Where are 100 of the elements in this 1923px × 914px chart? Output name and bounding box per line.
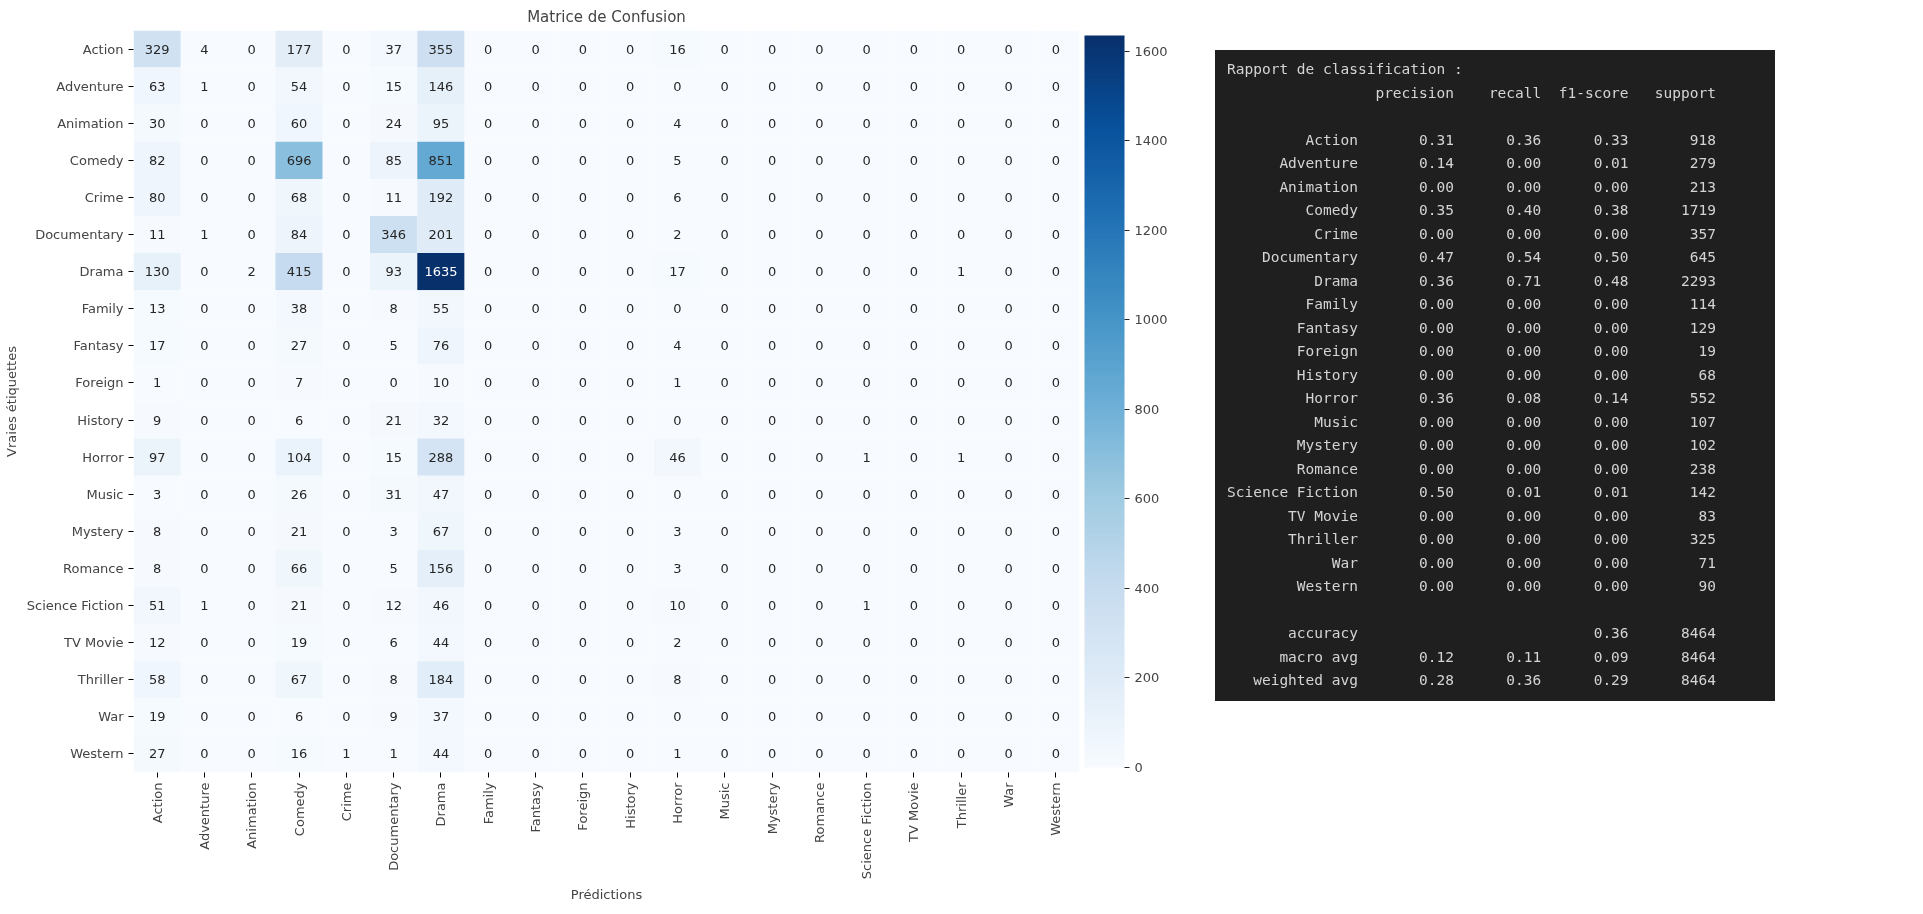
- data-label: 355: [428, 41, 454, 57]
- data-label: 66: [290, 560, 308, 576]
- data-label: 0: [909, 523, 919, 539]
- data-label: 0: [909, 709, 919, 725]
- data-label: 0: [767, 264, 777, 280]
- x-tick-label: Animation: [244, 782, 260, 849]
- data-label: 0: [815, 152, 824, 168]
- data-label: 0: [200, 672, 209, 688]
- data-label: 0: [200, 301, 209, 317]
- data-label: 0: [957, 189, 966, 205]
- data-label: 11: [385, 189, 402, 205]
- data-label: 2: [673, 635, 682, 651]
- data-label: 58: [148, 672, 166, 688]
- data-label: 0: [862, 301, 871, 317]
- data-label: 0: [1051, 41, 1060, 57]
- data-label: 0: [342, 635, 351, 651]
- data-label: 0: [862, 746, 871, 762]
- data-label: 0: [1051, 746, 1060, 762]
- data-label: 0: [578, 152, 587, 168]
- data-label: 0: [342, 301, 351, 317]
- data-label: 1: [200, 227, 209, 243]
- data-label: 0: [578, 338, 587, 354]
- x-tick-label: Drama: [433, 782, 449, 827]
- data-label: 76: [432, 338, 450, 354]
- data-label: 0: [957, 560, 966, 576]
- data-label: 44: [432, 746, 450, 762]
- data-label: 0: [909, 227, 919, 243]
- y-tick-label: Adventure: [56, 78, 124, 94]
- data-label: 8: [389, 301, 398, 317]
- color-bar-label: 1200: [1134, 222, 1168, 238]
- data-label: 51: [148, 598, 166, 614]
- data-label: 0: [815, 412, 824, 428]
- data-label: 0: [1004, 672, 1013, 688]
- data-label: 0: [626, 486, 635, 502]
- text: precision recall f1-score support: [1375, 84, 1716, 101]
- data-label: 0: [342, 560, 351, 576]
- data-label: 0: [247, 635, 256, 651]
- data-label: 0: [1051, 598, 1060, 614]
- data-label: 30: [148, 115, 166, 131]
- data-label: 0: [389, 375, 398, 391]
- data-label: 0: [909, 672, 919, 688]
- x-tick-label: Action: [149, 782, 165, 824]
- data-label: 0: [200, 486, 209, 502]
- data-label: 0: [1004, 635, 1013, 651]
- data-label: 1: [342, 746, 351, 762]
- data-label: 0: [200, 412, 209, 428]
- data-label: 192: [428, 189, 454, 205]
- data-label: 0: [342, 264, 351, 280]
- data-label: 0: [957, 301, 966, 317]
- data-label: 0: [484, 746, 493, 762]
- data-label: 0: [720, 709, 729, 725]
- data-label: 0: [862, 560, 871, 576]
- data-label: 0: [767, 598, 777, 614]
- data-label: 0: [626, 301, 635, 317]
- data-label: 0: [720, 189, 729, 205]
- data-label: 0: [1004, 486, 1013, 502]
- data-label: 1: [673, 746, 682, 762]
- data-label: 0: [578, 746, 587, 762]
- data-label: 13: [148, 301, 166, 317]
- data-label: 0: [200, 264, 209, 280]
- data-label: 67: [290, 672, 308, 688]
- data-label: 1: [957, 264, 966, 280]
- data-label: 0: [484, 301, 493, 317]
- data-label: 37: [385, 41, 402, 57]
- data-label: 1: [862, 598, 871, 614]
- data-label: 37: [432, 709, 450, 725]
- data-label: 0: [720, 301, 729, 317]
- data-label: 0: [578, 672, 587, 688]
- data-label: 0: [342, 598, 351, 614]
- data-label: 0: [1051, 635, 1060, 651]
- data-label: 0: [909, 189, 919, 205]
- data-label: 0: [862, 412, 871, 428]
- data-label: 0: [626, 264, 635, 280]
- data-label: 80: [148, 189, 166, 205]
- data-label: 0: [200, 635, 209, 651]
- data-label: 0: [531, 523, 540, 539]
- data-label: 0: [767, 152, 777, 168]
- data-label: 0: [909, 115, 919, 131]
- data-label: 0: [578, 264, 587, 280]
- data-label: 0: [626, 560, 635, 576]
- data-label: 0: [484, 338, 493, 354]
- data-label: 0: [1004, 598, 1013, 614]
- data-label: 24: [385, 115, 402, 131]
- x-tick-label: War: [1001, 781, 1017, 808]
- data-label: 0: [767, 227, 777, 243]
- data-label: 0: [342, 338, 351, 354]
- data-label: 0: [200, 115, 209, 131]
- data-label: 27: [290, 338, 308, 354]
- y-tick-label: Action: [82, 41, 124, 57]
- y-tick-label: Music: [86, 486, 124, 502]
- data-label: 0: [957, 412, 966, 428]
- data-label: 0: [1051, 152, 1060, 168]
- data-label: 0: [342, 41, 351, 57]
- data-label: 0: [957, 672, 966, 688]
- data-label: 0: [720, 227, 729, 243]
- data-label: 0: [909, 301, 919, 317]
- data-label: 0: [909, 449, 919, 465]
- data-label: 26: [290, 486, 308, 502]
- data-label: 0: [578, 635, 587, 651]
- data-label: 130: [144, 264, 170, 280]
